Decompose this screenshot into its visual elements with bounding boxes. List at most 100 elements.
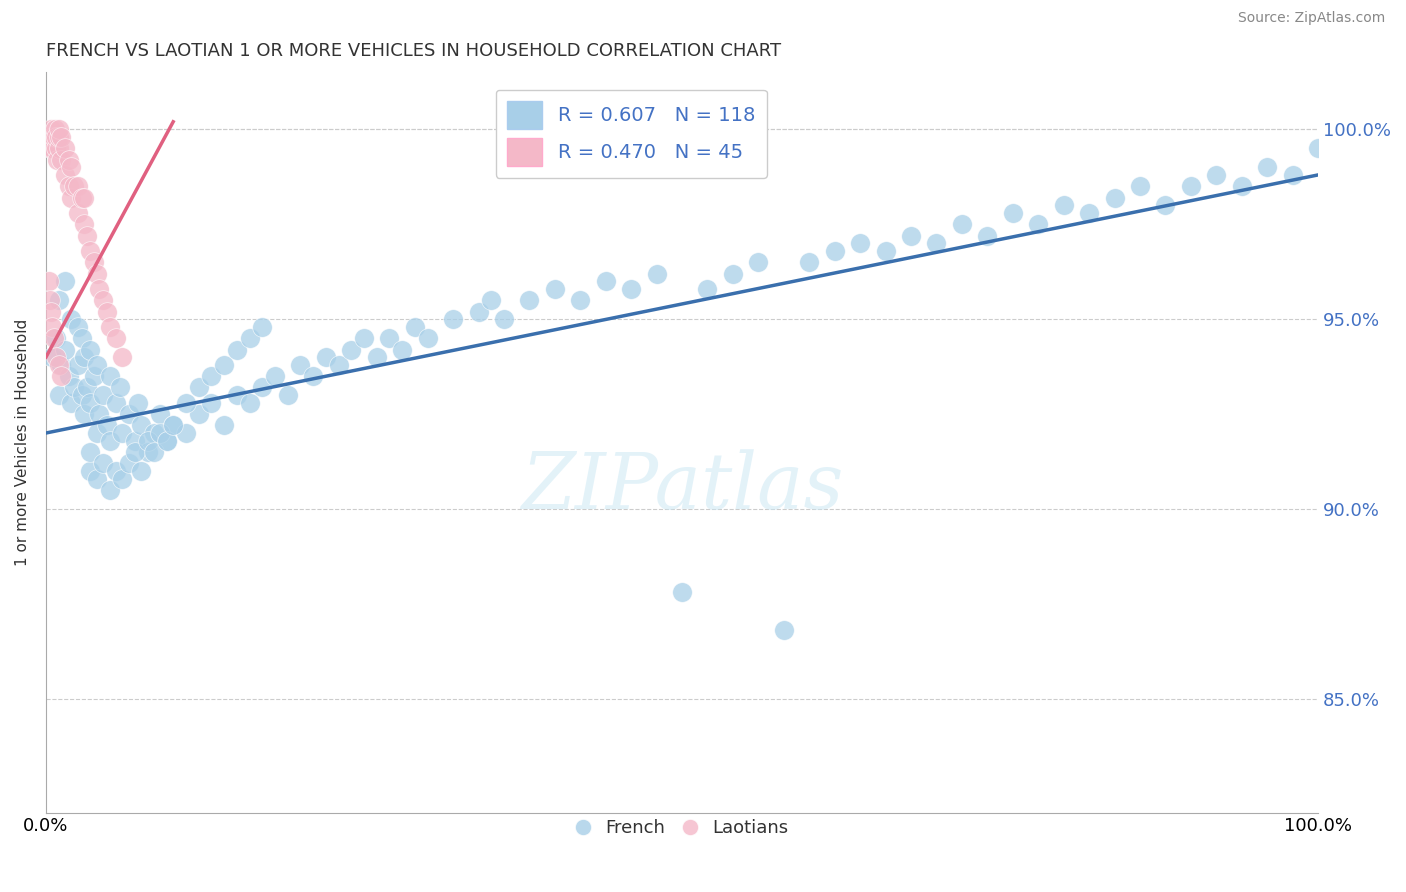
Point [111,350,134,364]
Point [118,456,141,470]
Point [519,293,541,308]
Point [212,418,235,433]
Point [51,153,73,167]
Point [108,380,131,394]
Point [41,350,63,364]
Point [441,312,464,326]
Point [60,191,83,205]
Point [1078,206,1101,220]
Point [98,369,121,384]
Point [63,179,86,194]
Point [66,179,89,194]
Point [111,425,134,440]
Point [1281,168,1303,182]
Point [66,358,89,372]
Point [225,388,247,402]
Point [620,282,643,296]
Point [124,434,146,448]
Point [98,319,121,334]
Point [479,293,502,308]
Text: Source: ZipAtlas.com: Source: ZipAtlas.com [1237,12,1385,25]
Point [645,267,668,281]
Point [1205,168,1227,182]
Point [51,130,73,145]
Point [86,358,108,372]
Point [104,331,127,345]
Point [212,358,235,372]
Point [79,395,101,409]
Point [45,350,67,364]
Point [747,255,769,269]
Point [143,445,166,459]
Point [772,624,794,638]
Point [378,331,401,345]
Point [45,331,67,345]
Point [131,464,153,478]
Point [51,358,73,372]
Point [104,464,127,478]
Point [200,395,222,409]
Point [1053,198,1076,212]
Point [63,380,86,394]
Legend: French, Laotians: French, Laotians [569,812,796,844]
Point [79,244,101,258]
Point [96,418,118,433]
Point [48,141,70,155]
Point [60,395,83,409]
Point [91,388,114,402]
Point [53,168,76,182]
Point [73,217,96,231]
Point [492,312,515,326]
Point [174,425,197,440]
Point [1308,141,1330,155]
Point [124,445,146,459]
Point [187,380,209,394]
Point [149,407,172,421]
Point [70,191,93,205]
Y-axis label: 1 or more Vehicles in Household: 1 or more Vehicles in Household [15,318,30,566]
Point [328,358,350,372]
Point [976,228,998,243]
Point [131,418,153,433]
Point [83,369,105,384]
Point [799,255,821,269]
Point [53,274,76,288]
Point [1026,217,1049,231]
Point [353,331,375,345]
Point [98,434,121,448]
Point [89,282,111,296]
Point [1104,191,1126,205]
Point [42,130,65,145]
Point [1230,179,1253,194]
Point [225,343,247,357]
Point [1154,198,1177,212]
Point [48,358,70,372]
Point [264,369,287,384]
Point [340,343,363,357]
Point [73,407,96,421]
Point [60,312,83,326]
Point [252,380,274,394]
Point [111,471,134,485]
Point [91,293,114,308]
Point [302,369,325,384]
Point [86,425,108,440]
Point [91,456,114,470]
Point [70,331,93,345]
Point [671,585,693,599]
Point [875,244,897,258]
Point [45,141,67,155]
Point [950,217,973,231]
Text: ZIPatlas: ZIPatlas [520,449,844,525]
Point [76,380,98,394]
Point [136,445,159,459]
Point [238,331,260,345]
Point [366,350,388,364]
Point [73,350,96,364]
Point [39,304,62,318]
Point [70,388,93,402]
Point [73,191,96,205]
Point [53,343,76,357]
Point [174,395,197,409]
Point [98,483,121,497]
